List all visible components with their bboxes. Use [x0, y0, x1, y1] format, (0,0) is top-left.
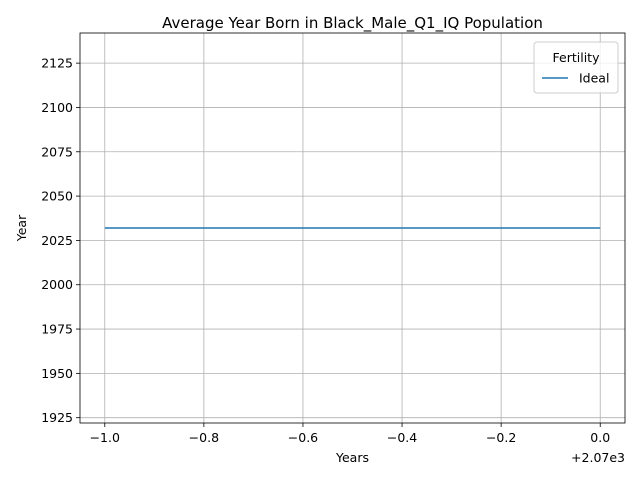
- x-tick-label: −0.8: [189, 430, 219, 445]
- y-tick-label: 2075: [41, 144, 73, 159]
- legend-box: [533, 41, 619, 94]
- y-axis: 1925 1950 1975 2000 2025 2050 2075 2100 2125: [41, 56, 80, 425]
- y-tick-label: 2100: [41, 100, 73, 115]
- x-axis-label: Years: [335, 450, 369, 465]
- legend-title: Fertility: [553, 50, 601, 65]
- y-tick-label: 2000: [41, 277, 73, 292]
- grid: [80, 33, 625, 423]
- x-tick-label: 0.0: [590, 430, 610, 445]
- y-tick-label: 2050: [41, 189, 73, 204]
- x-tick-label: −0.4: [387, 430, 417, 445]
- y-tick-label: 1925: [41, 410, 73, 425]
- y-tick-label: 2025: [41, 233, 73, 248]
- y-tick-label: 1950: [41, 366, 73, 381]
- y-axis-label: Year: [14, 214, 29, 242]
- x-tick-label: −0.6: [288, 430, 318, 445]
- chart-title: Average Year Born in Black_Male_Q1_IQ Po…: [162, 14, 543, 33]
- x-tick-label: −0.2: [486, 430, 516, 445]
- x-offset-label: +2.07e3: [571, 450, 625, 465]
- legend-label: Ideal: [579, 71, 609, 86]
- y-tick-label: 2125: [41, 56, 73, 71]
- y-tick-label: 1975: [41, 322, 73, 337]
- legend: Fertility Ideal: [533, 41, 619, 94]
- x-axis: −1.0 −0.8 −0.6 −0.4 −0.2 0.0: [90, 423, 610, 445]
- x-tick-label: −1.0: [90, 430, 120, 445]
- plot-frame: [79, 32, 626, 424]
